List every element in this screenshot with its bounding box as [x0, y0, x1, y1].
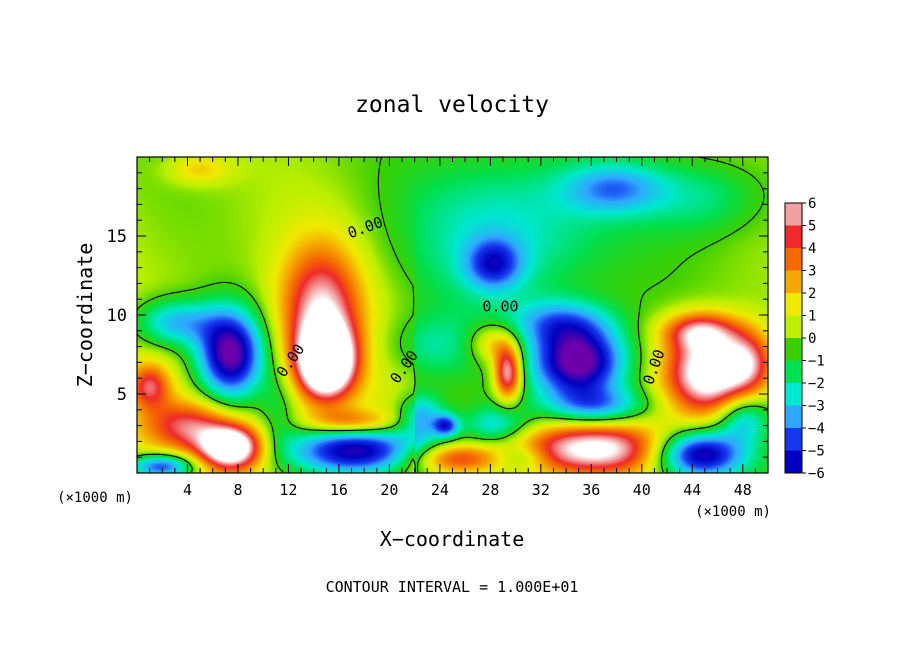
y-tick-label: 5: [117, 385, 127, 405]
x-tick-label: 28: [481, 481, 499, 499]
x-unit-right: (×1000 m): [695, 504, 771, 520]
x-tick-label: 32: [532, 481, 550, 499]
chart-title: zonal velocity: [355, 92, 549, 118]
colorbar-tick-label: 0: [808, 331, 816, 347]
x-tick-label: 12: [279, 481, 297, 499]
colorbar-swatch: [785, 428, 802, 451]
colorbar-swatch: [785, 315, 802, 339]
colorbar-swatch: [785, 225, 802, 249]
colorbar-swatch: [785, 293, 802, 316]
x-tick-label: 4: [183, 481, 192, 499]
y-tick-label: 10: [107, 306, 127, 326]
y-axis-ticks: 5 10 15: [107, 172, 768, 458]
colorbar-tick-label: −5: [808, 444, 825, 460]
colorbar-tick-label: 1: [808, 309, 816, 325]
x-unit-left: (×1000 m): [57, 490, 133, 506]
colorbar-tick-label: 4: [808, 241, 816, 257]
colorbar-tick-label: −3: [808, 399, 825, 415]
colorbar-tick-label: −1: [808, 354, 825, 370]
x-tick-label: 24: [431, 481, 449, 499]
colorbar-swatch: [785, 203, 802, 226]
colorbar-tick-label: −4: [808, 421, 825, 437]
colorbar-tick-label: 6: [808, 196, 816, 212]
colorbar-tick-label: −2: [808, 376, 825, 392]
heatmap-field: [137, 157, 768, 473]
colorbar-swatch: [785, 383, 802, 406]
y-tick-label: 15: [107, 227, 127, 247]
x-axis-label: X−coordinate: [380, 527, 525, 551]
colorbar-swatch: [785, 405, 802, 429]
x-tick-label: 40: [633, 481, 651, 499]
x-tick-label: 44: [683, 481, 701, 499]
contour-label: 0.00: [482, 298, 518, 316]
y-axis-label: Z−coordinate: [73, 243, 97, 388]
x-axis-ticks: 4 8 12 16 20 24 28 32 36 40 44 48: [149, 157, 756, 499]
x-tick-label: 16: [330, 481, 348, 499]
zero-contour-line: [136, 156, 768, 473]
colorbar-swatch: [785, 248, 802, 271]
colorbar-tick-label: 3: [808, 264, 816, 280]
x-tick-label: 48: [734, 481, 752, 499]
colorbar-swatch: [785, 270, 802, 294]
x-tick-label: 8: [233, 481, 242, 499]
colorbar-swatch: [785, 338, 802, 361]
x-tick-label: 20: [380, 481, 398, 499]
colorbar-tick-label: 2: [808, 286, 816, 302]
colorbar-tick-label: −6: [808, 466, 825, 482]
colorbar: 6 5 4 3 2 1 0 −1 −2 −3 −4 −5 −6: [784, 196, 825, 482]
plot-area: 0.000.00 0.000.000.00 4 8 12 16 20 24 28 32 36 40 4…: [107, 156, 769, 499]
colorbar-swatch: [785, 450, 802, 474]
contour-interval-note: CONTOUR INTERVAL = 1.000E+01: [326, 578, 579, 596]
x-tick-label: 36: [582, 481, 600, 499]
colorbar-tick-label: 5: [808, 219, 816, 235]
colorbar-swatch: [785, 360, 802, 384]
